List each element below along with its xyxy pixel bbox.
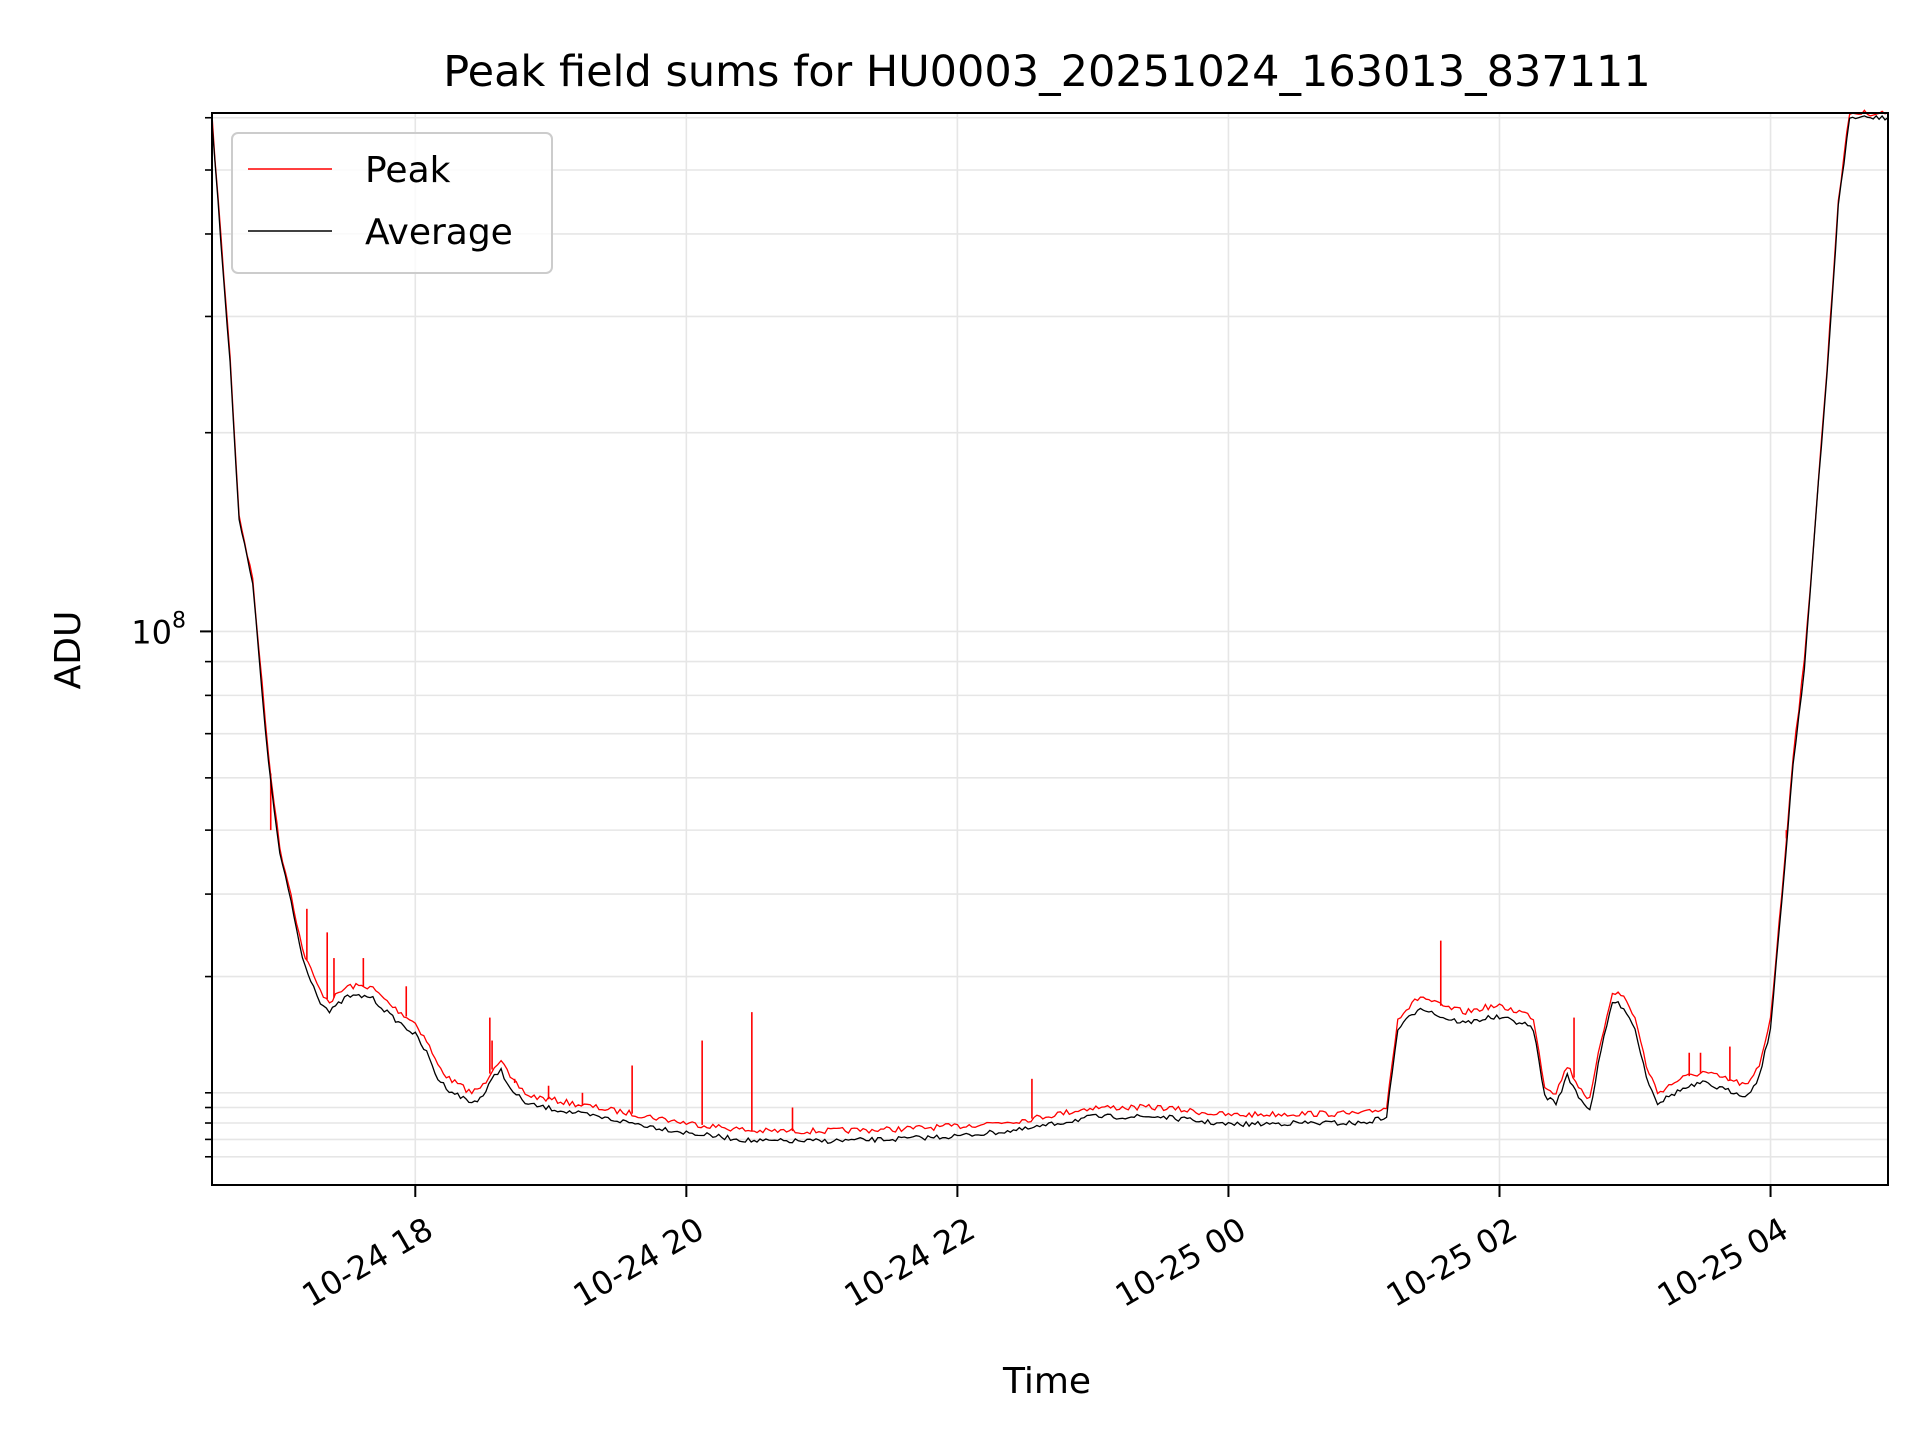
x-axis-label: Time — [1002, 1361, 1091, 1402]
legend: Peak Average — [231, 132, 553, 274]
series-line-peak — [211, 109, 1889, 1135]
plot-background — [212, 113, 1888, 1185]
y-axis-label: ADU — [48, 611, 89, 690]
legend-label-average: Average — [365, 212, 513, 253]
chart-title: Peak field sums for HU0003_20251024_1630… — [443, 47, 1651, 97]
legend-box — [231, 132, 553, 274]
grid — [212, 113, 1888, 1185]
legend-label-peak: Peak — [365, 150, 451, 191]
series — [211, 109, 1889, 1145]
series-line-average — [211, 114, 1889, 1145]
plot-frame — [211, 112, 1889, 1186]
